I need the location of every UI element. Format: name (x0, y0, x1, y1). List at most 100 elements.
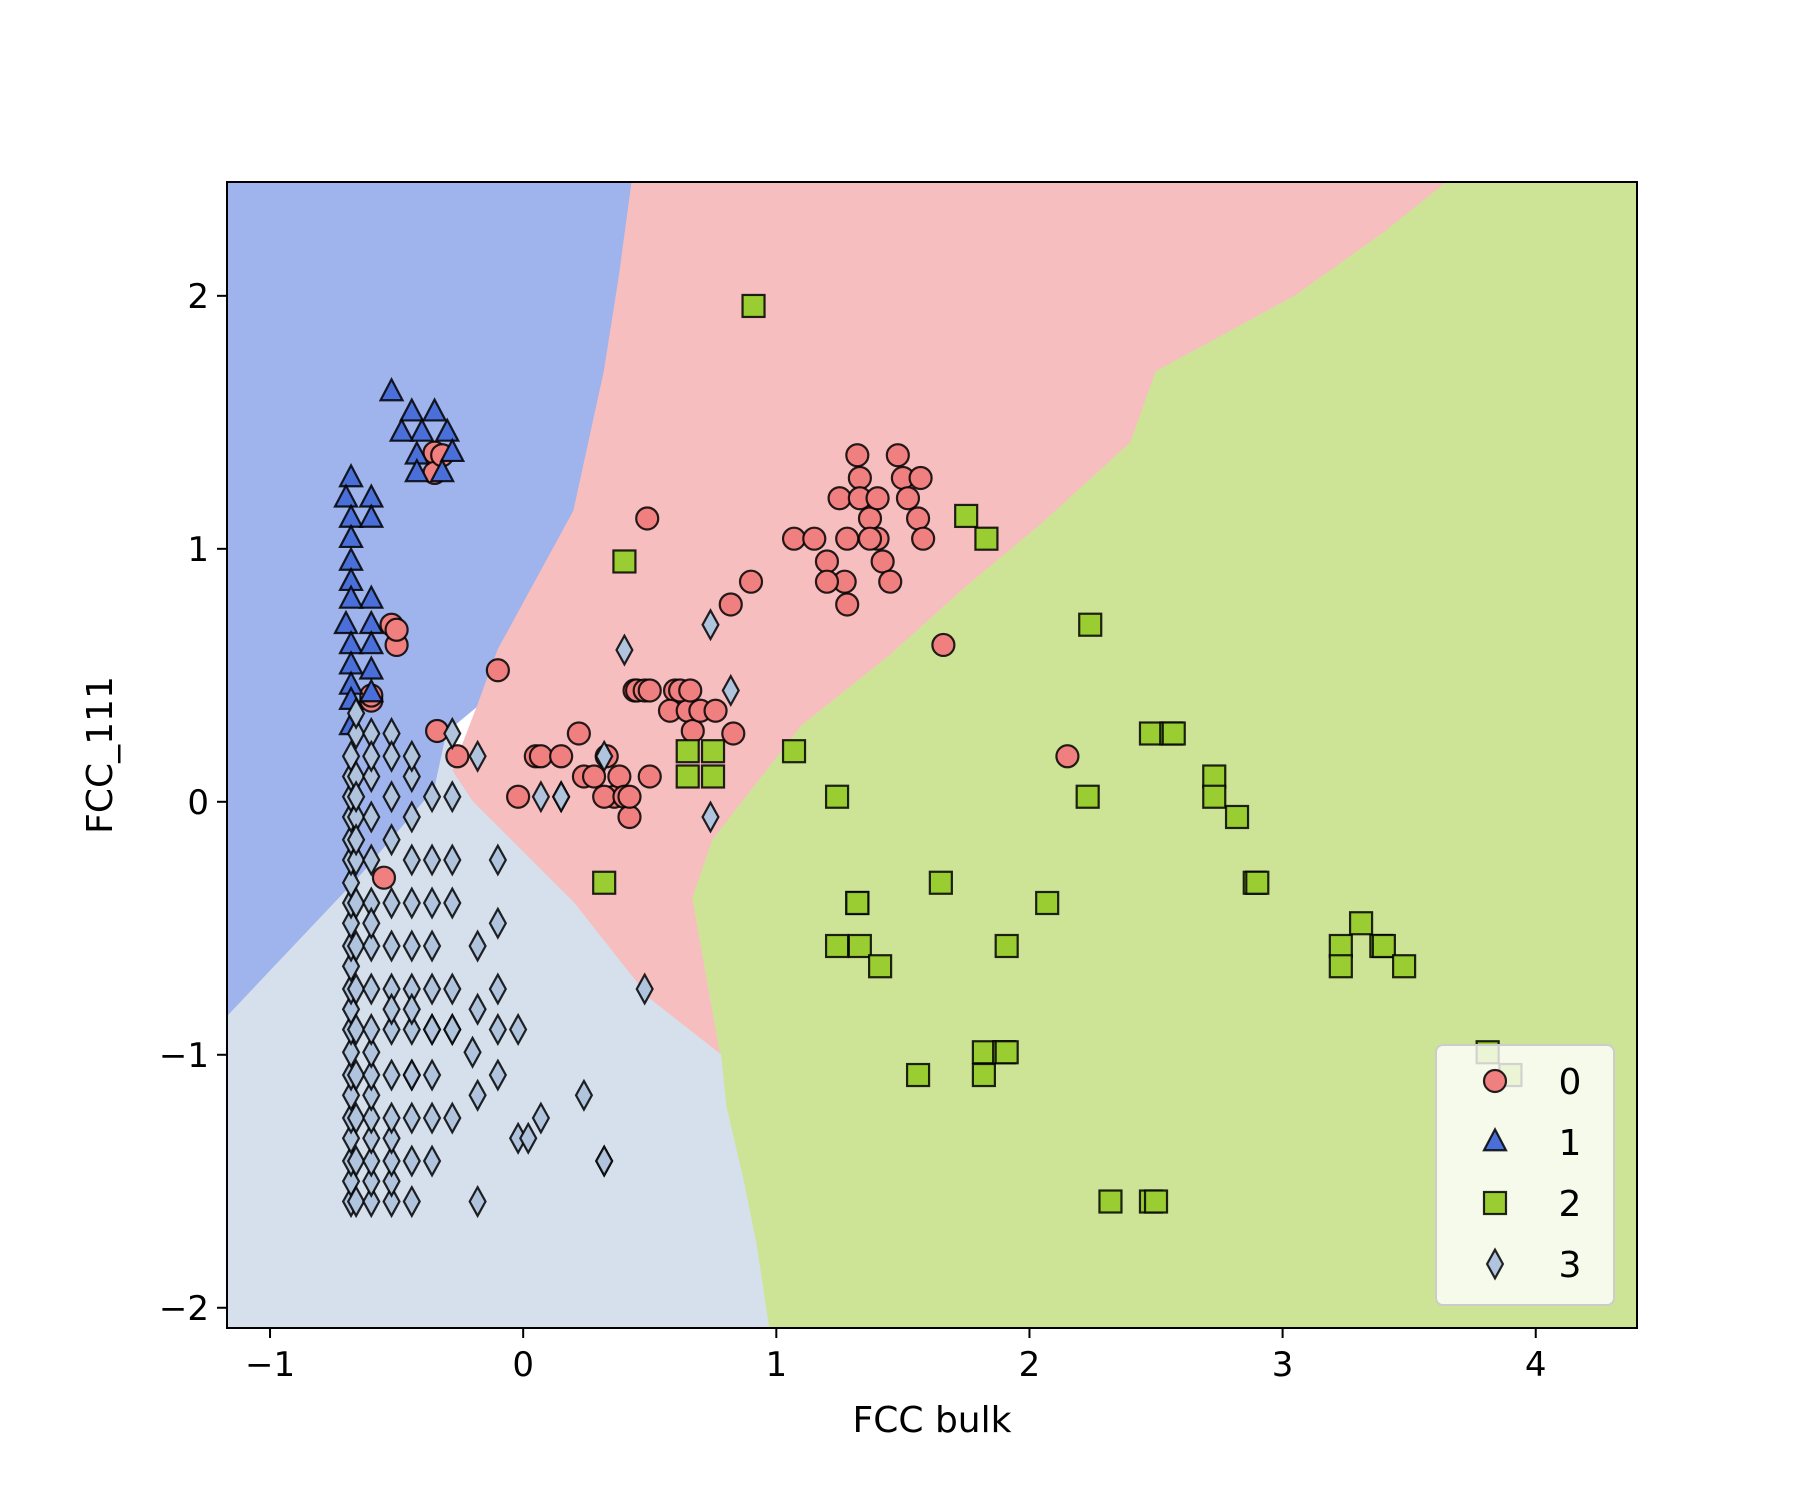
x-tick-label: 2 (1019, 1345, 1041, 1385)
point-class-0 (721, 721, 746, 746)
point-class-3 (443, 843, 462, 877)
point-class-2 (824, 933, 850, 959)
point-class-3 (382, 1121, 401, 1155)
point-class-3 (422, 886, 442, 920)
point-class-3 (382, 1164, 401, 1198)
point-class-2 (845, 890, 870, 916)
point-class-2 (971, 1062, 996, 1088)
point-class-1 (358, 584, 385, 609)
point-class-3 (362, 1012, 381, 1047)
point-class-3 (422, 1101, 442, 1135)
point-class-3 (346, 823, 366, 857)
point-class-3 (362, 800, 381, 834)
point-class-3 (346, 929, 366, 963)
point-class-0 (814, 549, 840, 574)
point-class-3 (615, 633, 634, 667)
point-class-0 (870, 549, 895, 574)
point-class-3 (402, 800, 421, 834)
point-class-1 (434, 417, 461, 442)
point-class-0 (931, 632, 956, 658)
point-class-3 (362, 759, 381, 794)
point-class-3 (551, 780, 571, 814)
y-tick-label: −1 (159, 1036, 209, 1076)
point-class-1 (338, 462, 364, 488)
x-tick-label: 3 (1272, 1345, 1294, 1385)
point-class-3 (488, 972, 508, 1006)
point-class-1 (398, 397, 425, 422)
point-class-3 (595, 1144, 614, 1178)
point-class-3 (422, 929, 442, 963)
point-class-2 (994, 1040, 1019, 1065)
point-class-0 (857, 506, 883, 531)
point-class-0 (581, 764, 607, 789)
legend-label-1: 1 (1559, 1123, 1582, 1164)
y-tick-label: 2 (187, 277, 209, 317)
point-class-0 (911, 526, 936, 551)
point-class-0 (680, 718, 705, 744)
point-class-0 (592, 784, 617, 809)
point-class-1 (409, 417, 435, 442)
y-axis-ticks: −2 −1 0 1 2 (159, 277, 227, 1329)
point-class-3 (382, 823, 401, 857)
point-class-3 (443, 886, 462, 920)
point-class-3 (382, 886, 401, 920)
point-class-3 (346, 1144, 366, 1178)
point-class-3 (701, 608, 720, 642)
point-class-3 (468, 1078, 487, 1112)
point-class-0 (617, 804, 642, 830)
point-class-3 (362, 929, 381, 963)
legend-box (1435, 1044, 1615, 1306)
point-class-3 (382, 992, 401, 1026)
point-class-2 (1371, 933, 1396, 959)
point-class-3 (422, 1144, 442, 1178)
point-class-0 (885, 443, 910, 468)
point-class-2 (1348, 911, 1374, 936)
point-class-3 (468, 929, 487, 963)
point-class-3 (422, 843, 442, 877)
point-class-1 (358, 678, 385, 703)
point-class-3 (488, 1058, 508, 1092)
point-class-3 (382, 1012, 401, 1047)
point-class-3 (488, 1012, 508, 1047)
decision-regions (227, 182, 1637, 1328)
point-class-3 (341, 1035, 361, 1069)
point-class-2 (1098, 1189, 1123, 1214)
point-class-3 (402, 739, 421, 773)
point-class-3 (508, 1012, 528, 1047)
legend-label-0: 0 (1559, 1062, 1582, 1103)
point-class-0 (1055, 744, 1080, 769)
point-class-3 (362, 1144, 381, 1178)
point-class-2 (1328, 954, 1353, 979)
point-class-3 (488, 843, 508, 877)
point-class-0 (857, 526, 883, 551)
legend-marker-0 (1482, 1068, 1508, 1094)
point-class-2 (1161, 721, 1186, 746)
legend-label-2: 2 (1559, 1184, 1582, 1225)
point-class-0 (905, 506, 931, 531)
point-class-1 (333, 609, 359, 635)
point-class-0 (908, 465, 933, 491)
point-class-0 (847, 465, 872, 491)
legend-label-3: 3 (1559, 1245, 1582, 1286)
point-class-3 (635, 972, 654, 1006)
point-class-3 (488, 906, 508, 940)
point-class-0 (703, 698, 728, 723)
point-class-0 (781, 526, 807, 551)
point-class-2 (700, 764, 726, 789)
point-class-3 (362, 1058, 381, 1092)
point-class-3 (443, 1101, 462, 1135)
x-tick-label: 0 (512, 1345, 534, 1385)
point-class-3 (382, 1101, 401, 1135)
point-class-3 (362, 1078, 381, 1112)
x-axis-label: FCC bulk (853, 1400, 1012, 1441)
point-class-0 (835, 592, 860, 617)
series-class-1 (333, 376, 466, 736)
point-class-3 (422, 780, 442, 814)
point-class-0 (835, 526, 860, 551)
point-class-3 (362, 1101, 381, 1135)
point-class-2 (1224, 804, 1250, 830)
point-class-2 (847, 933, 872, 959)
point-class-0 (485, 658, 510, 683)
point-class-3 (519, 1121, 538, 1155)
point-class-1 (358, 629, 385, 655)
